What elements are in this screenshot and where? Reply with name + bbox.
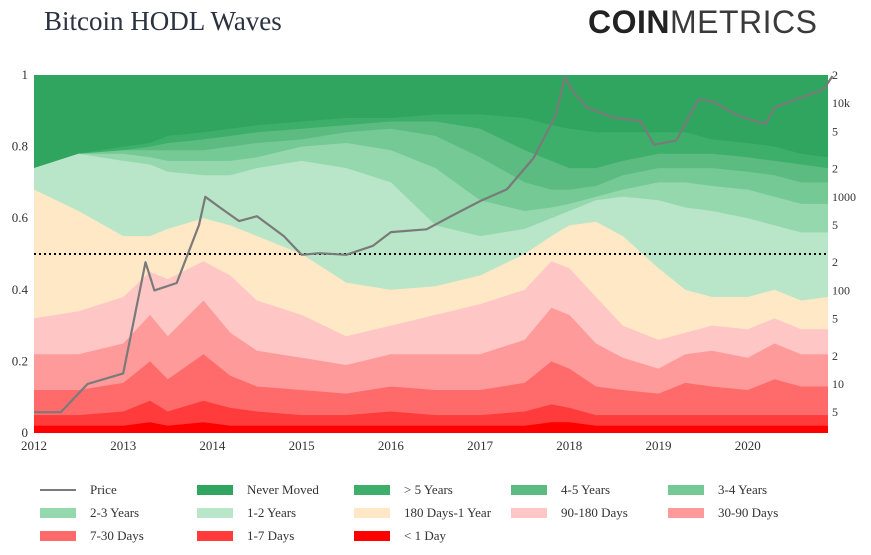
legend-item[interactable]: 30-90 Days: [668, 505, 778, 521]
legend-item[interactable]: < 1 Day: [354, 528, 446, 544]
y-tick-label: 0.4: [12, 282, 29, 297]
legend-label: 2-3 Years: [90, 505, 140, 520]
legend-swatch-icon: [40, 508, 76, 518]
legend-item[interactable]: 1-2 Years: [197, 505, 296, 521]
legend-label: 4-5 Years: [561, 482, 611, 497]
legend-swatch-icon: [668, 508, 704, 518]
price-tick-label: 5: [832, 312, 838, 326]
price-tick-label: 1000: [832, 190, 856, 204]
x-tick-label: 2012: [21, 438, 47, 453]
legend-swatch-icon: [354, 485, 390, 495]
legend-label: < 1 Day: [404, 528, 446, 543]
legend-label: 7-30 Days: [90, 528, 144, 543]
y-tick-label: 0.8: [12, 139, 28, 154]
legend-item[interactable]: Price: [40, 482, 117, 498]
price-tick-label: 10: [832, 377, 844, 391]
logo-bold-text: COIN: [588, 4, 670, 40]
price-line: [34, 75, 834, 414]
legend-label: Price: [90, 482, 117, 497]
legend-swatch-icon: [197, 531, 233, 541]
legend-swatch-icon: [668, 485, 704, 495]
legend-line-icon: [40, 489, 76, 491]
axes: 0 0.2 0.4 0.6 0.8 1 2012 2013 2014 2015 2016 2017 20…: [12, 67, 856, 453]
x-tick-label: 2017: [467, 438, 494, 453]
legend: Price Never Moved > 5 Years 4-5 Years 3-4 Ye…: [40, 482, 860, 552]
price-tick-label: 5: [832, 124, 838, 138]
x-tick-label: 2014: [199, 438, 226, 453]
legend-item[interactable]: 90-180 Days: [511, 505, 628, 521]
legend-label: 1-2 Years: [247, 505, 297, 520]
price-tick-label: 10k: [832, 96, 850, 110]
hodl-waves-chart: 0 0.2 0.4 0.6 0.8 1 2012 2013 2014 2015 2016 2017 20…: [12, 67, 856, 453]
price-tick-label: 2: [832, 162, 838, 176]
price-tick-label: 2: [832, 349, 838, 363]
price-tick-label: 2: [832, 255, 838, 269]
band-1-day: [34, 422, 828, 433]
price-line-group: [34, 75, 834, 414]
x-tick-label: 2013: [110, 438, 136, 453]
price-tick-label: 5: [832, 218, 838, 232]
chart-title: Bitcoin HODL Waves: [44, 6, 282, 36]
legend-label: > 5 Years: [404, 482, 453, 497]
legend-label: 1-7 Days: [247, 528, 295, 543]
stacked-bands: [34, 75, 828, 434]
legend-label: 30-90 Days: [718, 505, 779, 520]
price-tick-label: 2: [832, 68, 838, 82]
legend-label: 180 Days-1 Year: [404, 505, 492, 520]
price-tick-label: 5: [832, 405, 838, 419]
y-tick-label: 0.2: [12, 353, 28, 368]
x-tick-label: 2019: [645, 438, 671, 453]
legend-item[interactable]: Never Moved: [197, 482, 319, 498]
legend-swatch-icon: [40, 531, 76, 541]
legend-swatch-icon: [197, 508, 233, 518]
legend-swatch-icon: [354, 508, 390, 518]
legend-item[interactable]: > 5 Years: [354, 482, 453, 498]
x-tick-label: 2016: [378, 438, 405, 453]
x-tick-label: 2020: [735, 438, 761, 453]
legend-item[interactable]: 1-7 Days: [197, 528, 294, 544]
y-tick-label: 1: [22, 67, 29, 82]
legend-item[interactable]: 180 Days-1 Year: [354, 505, 491, 521]
logo-regular-text: METRICS: [670, 4, 818, 40]
legend-label: Never Moved: [247, 482, 319, 497]
x-tick-label: 2018: [556, 438, 582, 453]
legend-swatch-icon: [197, 485, 233, 495]
legend-label: 90-180 Days: [561, 505, 628, 520]
price-tick-label: 100: [832, 283, 850, 297]
coinmetrics-logo: COINMETRICS: [588, 4, 818, 41]
y-tick-label: 0: [22, 425, 29, 440]
legend-item[interactable]: 4-5 Years: [511, 482, 610, 498]
legend-label: 3-4 Years: [718, 482, 768, 497]
legend-item[interactable]: 2-3 Years: [40, 505, 139, 521]
x-tick-label: 2015: [289, 438, 315, 453]
legend-item[interactable]: 3-4 Years: [668, 482, 767, 498]
y-tick-label: 0.6: [12, 210, 29, 225]
legend-swatch-icon: [354, 531, 390, 541]
legend-swatch-icon: [511, 485, 547, 495]
legend-swatch-icon: [511, 508, 547, 518]
legend-item[interactable]: 7-30 Days: [40, 528, 144, 544]
band-1-7-days: [34, 400, 828, 433]
